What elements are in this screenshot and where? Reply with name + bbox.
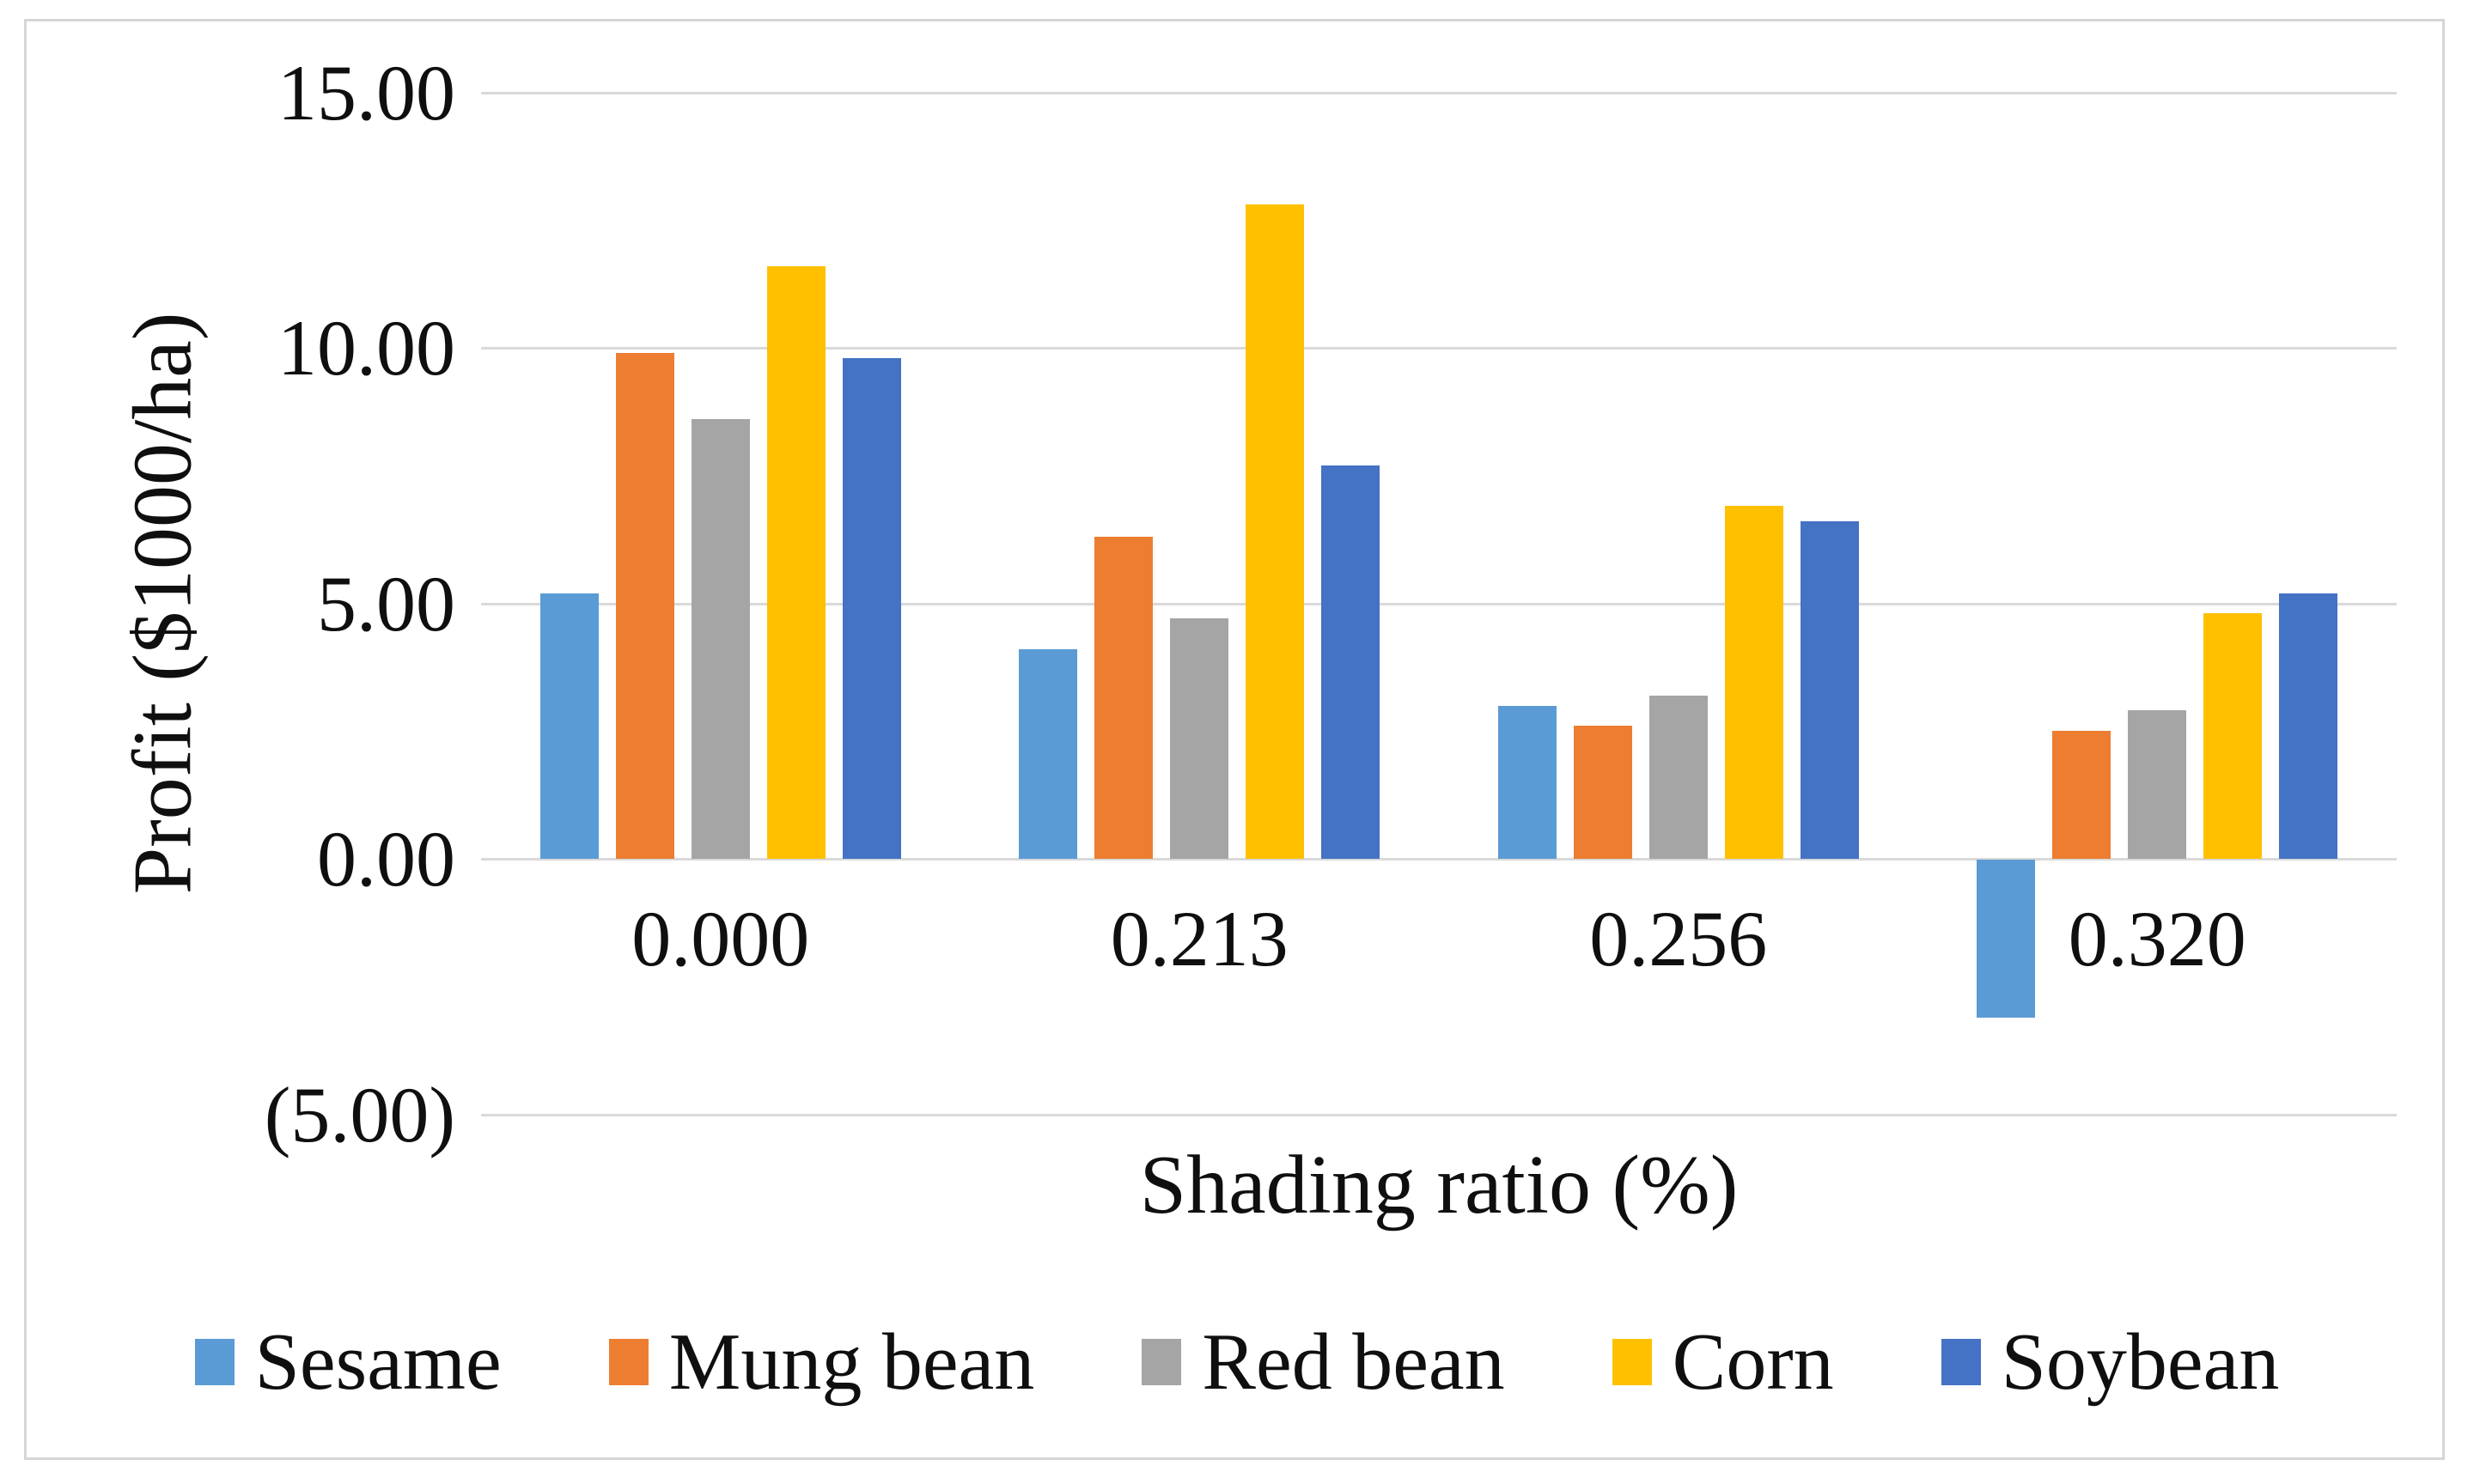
bar-sesame-0.320	[1977, 860, 2036, 1019]
bar-red-bean-0.000	[691, 419, 750, 859]
y-tick-label: 5.00	[317, 559, 455, 648]
bar-red-bean-0.213	[1170, 618, 1229, 859]
x-tick-label-0.000: 0.000	[631, 895, 810, 982]
legend: Sesame Mung bean Red bean Corn Soybean	[0, 1314, 2474, 1410]
gridline-10.00	[481, 347, 2397, 350]
y-tick-label: 10.00	[277, 304, 455, 392]
bar-soybean-0.000	[842, 357, 901, 859]
x-tick-label-0.256: 0.256	[1589, 895, 1768, 982]
legend-item-mung-bean: Mung bean	[608, 1314, 1035, 1410]
legend-swatch-mung-bean	[608, 1339, 649, 1385]
legend-swatch-corn	[1612, 1339, 1652, 1385]
legend-item-soybean: Soybean	[1941, 1314, 2280, 1410]
y-tick-label: 15.00	[277, 48, 455, 137]
legend-label: Red bean	[1202, 1317, 1505, 1407]
legend-swatch-red-bean	[1142, 1339, 1182, 1385]
gridline-15.00	[481, 91, 2397, 94]
bar-soybean-0.213	[1321, 465, 1380, 859]
bar-soybean-0.256	[1800, 521, 1859, 859]
legend-item-corn: Corn	[1612, 1314, 1834, 1410]
bar-mung-bean-0.213	[1094, 537, 1154, 859]
figure-border	[24, 19, 2445, 1460]
bar-corn-0.256	[1724, 506, 1783, 859]
gridline-0.00	[481, 858, 2397, 861]
legend-item-red-bean: Red bean	[1142, 1314, 1505, 1410]
bar-mung-bean-0.320	[2052, 731, 2111, 859]
x-tick-label-0.320: 0.320	[2068, 895, 2246, 982]
bar-sesame-0.213	[1019, 649, 1078, 859]
bar-mung-bean-0.256	[1573, 726, 1632, 859]
y-tick-label: (5.00)	[264, 1070, 455, 1159]
bar-red-bean-0.256	[1648, 695, 1708, 859]
legend-item-sesame: Sesame	[194, 1314, 502, 1410]
gridline-5.00	[481, 602, 2397, 605]
bar-mung-bean-0.000	[615, 352, 674, 859]
x-axis-title: Shading ratio (%)	[1139, 1139, 1739, 1232]
gridline-neg-5.00neg-	[481, 1113, 2397, 1116]
bar-corn-0.000	[766, 265, 826, 859]
bar-corn-0.213	[1246, 204, 1305, 859]
bar-corn-0.320	[2203, 613, 2263, 859]
bar-sesame-0.256	[1497, 705, 1557, 859]
legend-swatch-sesame	[194, 1339, 235, 1385]
legend-label: Sesame	[254, 1317, 502, 1407]
bar-sesame-0.000	[539, 593, 599, 859]
y-tick-label: 0.00	[317, 815, 455, 903]
bar-soybean-0.320	[2279, 593, 2338, 859]
legend-label: Mung bean	[668, 1317, 1035, 1407]
bar-red-bean-0.320	[2128, 710, 2187, 859]
legend-label: Soybean	[2001, 1317, 2280, 1407]
legend-label: Corn	[1672, 1317, 1834, 1407]
legend-swatch-soybean	[1941, 1339, 1981, 1385]
x-tick-label-0.213: 0.213	[1110, 895, 1289, 982]
